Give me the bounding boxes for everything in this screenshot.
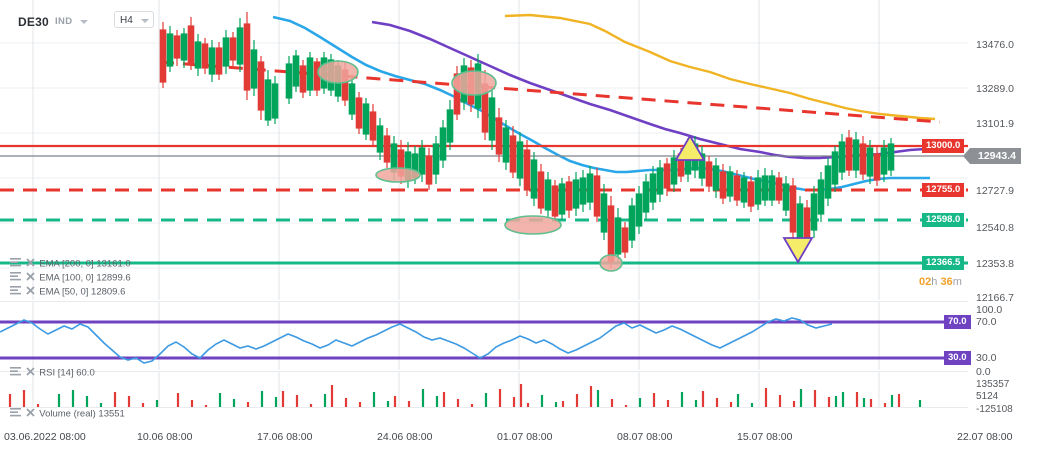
time-axis-tick: 01.07 08:00 <box>497 431 553 443</box>
close-icon[interactable] <box>26 408 35 420</box>
volume-bars <box>8 384 922 408</box>
price-level-badge-12366[interactable]: 12366.5 <box>922 256 965 270</box>
time-axis[interactable]: 03.06.2022 08:00 10.06 08:00 17.06 08:00… <box>0 425 1041 454</box>
candle-countdown-timer: 02h 36m <box>919 276 962 288</box>
rsi-svg <box>0 302 968 370</box>
ellipse-marker <box>504 215 562 235</box>
close-icon[interactable] <box>26 367 35 379</box>
rsi-line <box>0 317 833 364</box>
rsi-level-badge-30[interactable]: 30.0 <box>944 351 971 365</box>
time-axis-tick: 15.07 08:00 <box>737 431 793 443</box>
grid-verticals <box>32 302 880 370</box>
volume-axis-tick: 5124 <box>976 391 999 402</box>
volume-pane[interactable]: Volume (real) 13551 <box>0 372 968 420</box>
chevron-down-icon[interactable] <box>141 19 149 23</box>
ellipse-marker <box>451 70 497 96</box>
volume-axis-tick: 135357 <box>976 379 1010 390</box>
ema50-line <box>272 15 930 192</box>
price-axis-tick: 12727.9 <box>976 185 1014 197</box>
time-axis-tick: 24.06 08:00 <box>377 431 433 443</box>
price-chart-pane[interactable]: EMA [200, 0] 13161.0 EMA [100, 0] 12899.… <box>0 0 968 300</box>
timeframe-selector[interactable] <box>114 11 154 28</box>
price-axis-tick: 13476.0 <box>976 39 1014 51</box>
rsi-axis-tick: 70.0 <box>976 316 997 328</box>
instrument-type-label[interactable]: IND <box>55 16 73 27</box>
trendline-resistance <box>159 60 941 124</box>
price-level-badge-12755[interactable]: 12755.0 <box>922 183 965 197</box>
settings-icon[interactable] <box>10 272 21 284</box>
settings-icon[interactable] <box>10 408 21 420</box>
price-axis-tick: 13101.9 <box>976 118 1014 130</box>
rsi-level-badge-70[interactable]: 70.0 <box>944 315 971 329</box>
ellipse-marker <box>375 167 421 183</box>
time-axis-tick: 10.06 08:00 <box>137 431 193 443</box>
ellipse-marker <box>317 60 359 84</box>
settings-icon[interactable] <box>10 367 21 379</box>
triangle-down-marker <box>782 237 814 264</box>
time-axis-tick: 22.07 08:00 <box>957 431 1013 443</box>
close-icon[interactable] <box>26 258 35 270</box>
countdown-minutes: 36 <box>940 276 953 288</box>
legend-item-volume[interactable]: Volume (real) 13551 <box>10 408 125 420</box>
symbol-label[interactable]: DE30 <box>18 15 49 29</box>
legend-item-ema200[interactable]: EMA [200, 0] 13161.0 <box>10 258 131 270</box>
close-icon[interactable] <box>26 286 35 298</box>
rsi-axis-tick: 30.0 <box>976 352 997 364</box>
triangle-up-marker <box>674 134 706 161</box>
countdown-hours: 02 <box>919 276 932 288</box>
price-axis-tick: 12540.8 <box>976 222 1014 234</box>
price-axis-tick: 12353.8 <box>976 258 1014 270</box>
settings-icon[interactable] <box>10 258 21 270</box>
price-axis-tick: 13289.0 <box>976 83 1014 95</box>
current-price-badge[interactable]: 12943.4 <box>970 148 1021 164</box>
legend-label: RSI [14] 60.0 <box>39 367 95 379</box>
rsi-axis-tick: 100.0 <box>976 304 1003 316</box>
countdown-minutes-unit: m <box>952 276 962 288</box>
chart-header: DE30 IND H4 <box>0 0 1041 34</box>
legend-label: EMA [200, 0] 13161.0 <box>39 258 131 270</box>
settings-icon[interactable] <box>10 286 21 298</box>
price-axis-tick: 12166.7 <box>976 292 1014 304</box>
legend-label: EMA [100, 0] 12899.6 <box>39 272 131 284</box>
legend-item-rsi[interactable]: RSI [14] 60.0 <box>10 367 95 379</box>
pane-divider <box>0 371 968 372</box>
legend-item-ema100[interactable]: EMA [100, 0] 12899.6 <box>10 272 131 284</box>
volume-axis-tick: -125108 <box>976 404 1013 415</box>
rsi-axis-tick: 0.0 <box>976 366 991 378</box>
legend-label: EMA [50, 0] 12809.6 <box>39 286 126 298</box>
time-axis-tick: 08.07 08:00 <box>617 431 673 443</box>
grid-verticals <box>32 372 880 408</box>
pane-divider <box>0 301 968 302</box>
ema200-line <box>504 13 936 121</box>
timeframe-label: H4 <box>120 15 133 26</box>
legend-label: Volume (real) 13551 <box>39 408 125 420</box>
time-axis-tick: 17.06 08:00 <box>257 431 313 443</box>
chevron-down-icon[interactable] <box>80 20 88 24</box>
close-icon[interactable] <box>26 272 35 284</box>
volume-svg <box>0 372 968 408</box>
price-level-badge-12598[interactable]: 12598.0 <box>922 213 965 227</box>
time-axis-tick: 03.06.2022 08:00 <box>4 431 86 443</box>
countdown-hours-unit: h <box>931 276 938 288</box>
annotation-ellipses <box>317 60 623 272</box>
price-level-badge-13000[interactable]: 13000.0 <box>922 139 965 153</box>
price-chart-svg <box>0 0 968 300</box>
ellipse-marker <box>599 254 623 272</box>
legend-item-ema50[interactable]: EMA [50, 0] 12809.6 <box>10 286 125 298</box>
current-price-pointer-icon <box>963 148 970 164</box>
rsi-pane[interactable]: RSI [14] 60.0 <box>0 302 968 379</box>
price-axis[interactable]: 13476.0 13289.0 13101.9 12914.8 12727.9 … <box>968 0 1041 425</box>
